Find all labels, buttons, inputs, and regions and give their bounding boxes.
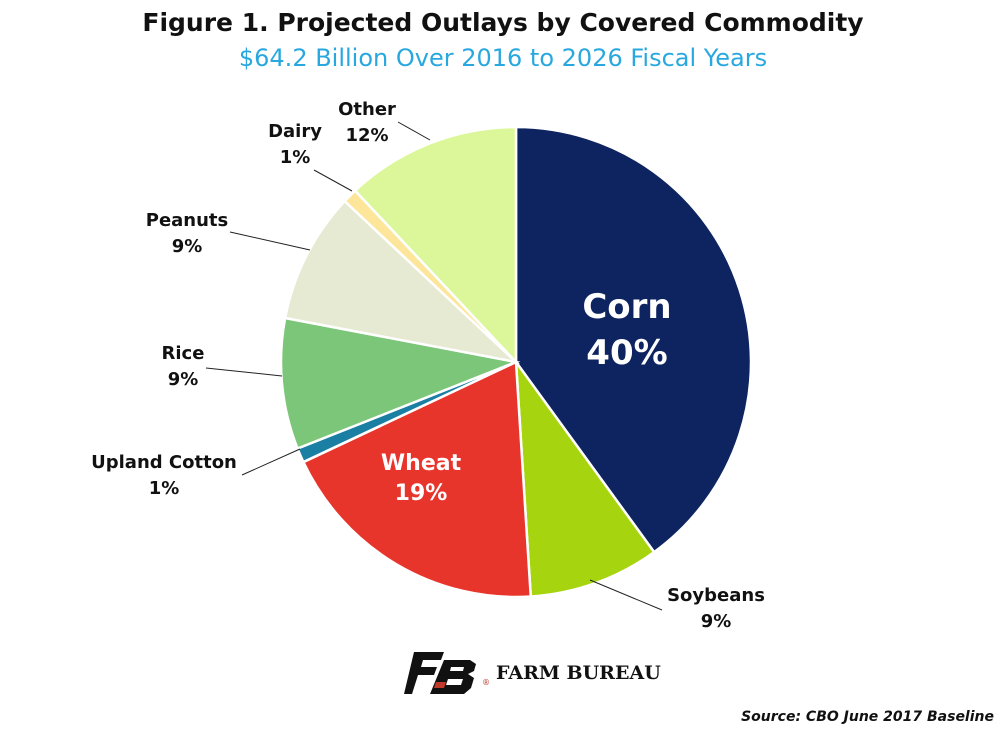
slice-value-rice: 9% bbox=[168, 369, 199, 390]
slice-wheat bbox=[301, 360, 533, 599]
slice-label-rice: Rice bbox=[162, 343, 205, 364]
slice-value-peanuts: 9% bbox=[172, 236, 203, 257]
slice-value-dairy: 1% bbox=[280, 147, 311, 168]
slice-label-upland-cotton: Upland Cotton bbox=[91, 452, 237, 473]
slice-peanuts bbox=[283, 199, 520, 365]
pie-labels: Corn 40% Soybeans 9% Wheat 19% Upland Cotton 1%… bbox=[91, 99, 765, 632]
leader-line-soybeans bbox=[589, 579, 663, 611]
chart-subtitle: $64.2 Billion Over 2016 to 2026 Fiscal Y… bbox=[238, 44, 768, 72]
slice-label-dairy: Dairy bbox=[268, 121, 322, 142]
source-note: Source: CBO June 2017 Baseline bbox=[741, 709, 994, 725]
slice-value-wheat: 19% bbox=[395, 481, 448, 506]
logo-text: FARM BUREAU bbox=[496, 662, 661, 684]
fb-logo-icon bbox=[404, 652, 476, 694]
farm-bureau-logo: ® FARM BUREAU bbox=[404, 652, 661, 694]
slice-corn bbox=[514, 125, 753, 554]
slice-other bbox=[353, 125, 518, 366]
slice-label-other: Other bbox=[338, 99, 396, 120]
slice-value-corn: 40% bbox=[586, 333, 667, 373]
slice-label-soybeans: Soybeans bbox=[667, 585, 765, 606]
leader-line-rice bbox=[205, 367, 283, 377]
slice-label-peanuts: Peanuts bbox=[146, 210, 229, 231]
slice-label-wheat: Wheat bbox=[381, 451, 462, 476]
leader-line-dairy bbox=[313, 169, 353, 192]
chart-title: Figure 1. Projected Outlays by Covered C… bbox=[142, 8, 864, 37]
slice-soybeans bbox=[514, 357, 656, 598]
slice-value-other: 12% bbox=[345, 125, 388, 146]
slice-value-upland-cotton: 1% bbox=[149, 478, 180, 499]
pie-slices bbox=[279, 125, 753, 599]
slice-label-corn: Corn bbox=[582, 287, 671, 327]
leader-line-upland-cotton bbox=[241, 448, 301, 476]
slice-rice bbox=[279, 316, 521, 451]
slice-value-soybeans: 9% bbox=[701, 611, 732, 632]
leader-line-peanuts bbox=[229, 231, 311, 251]
leader-line-other bbox=[397, 121, 431, 141]
logo-registered-mark: ® bbox=[482, 677, 490, 687]
